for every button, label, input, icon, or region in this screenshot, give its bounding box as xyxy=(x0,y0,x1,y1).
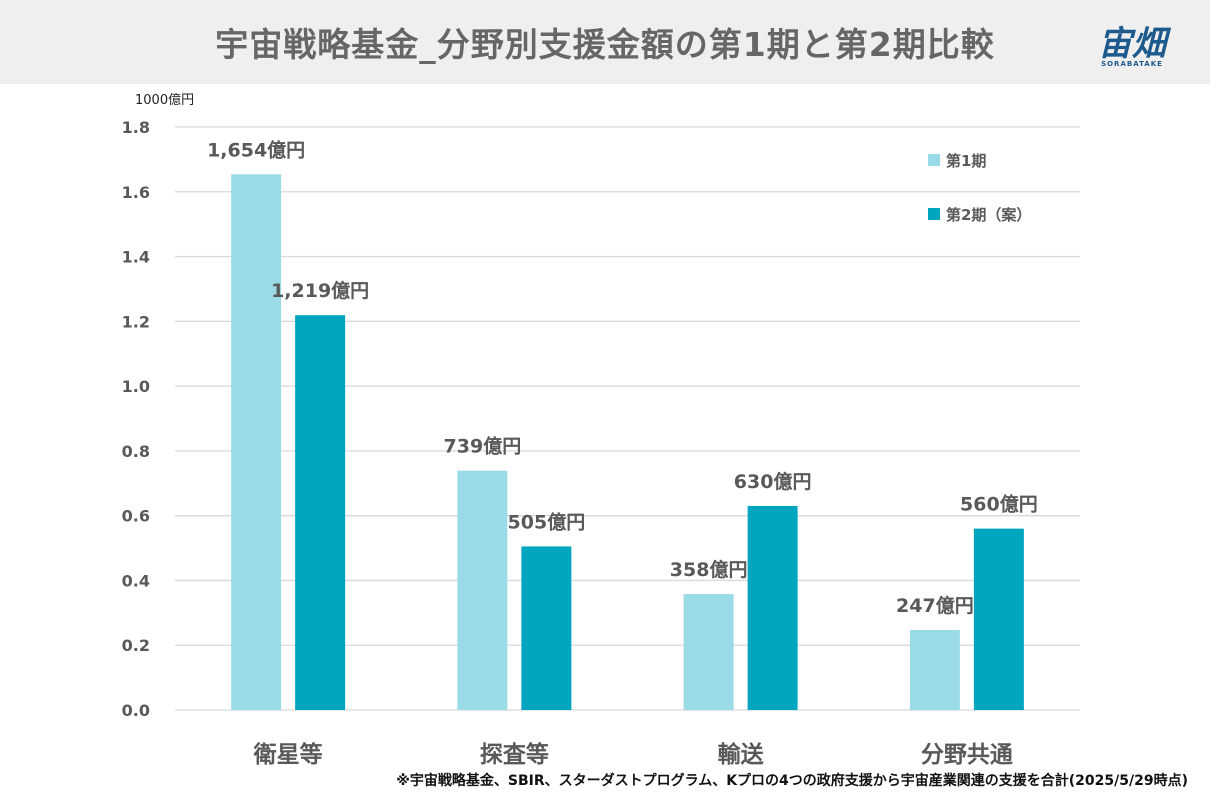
y-tick-label: 1.2 xyxy=(122,312,150,331)
legend-label: 第1期 xyxy=(946,152,986,170)
footnote: ※宇宙戦略基金、SBIR、スターダストプログラム、Kプロの4つの政府支援から宇宙… xyxy=(396,773,1188,789)
data-label: 247億円 xyxy=(896,594,974,617)
x-category-label: 輸送 xyxy=(718,741,764,768)
y-tick-label: 1.6 xyxy=(122,183,150,202)
page-title: 宇宙戦略基金_分野別支援金額の第1期と第2期比較 xyxy=(215,25,995,64)
x-category-label: 衛星等 xyxy=(253,741,323,768)
y-tick-label: 0.4 xyxy=(122,571,150,590)
bar xyxy=(231,174,282,710)
y-tick-label: 1.8 xyxy=(122,118,150,137)
data-label: 560億円 xyxy=(960,493,1038,516)
data-label: 1,654億円 xyxy=(207,138,305,161)
bar xyxy=(747,505,798,710)
bar xyxy=(973,528,1024,710)
legend-swatch xyxy=(928,208,940,220)
y-axis-unit-label: 1000億円 xyxy=(135,93,195,108)
bar xyxy=(521,546,572,710)
x-category-label: 分野共通 xyxy=(921,742,1013,768)
legend-label: 第2期（案） xyxy=(946,206,1031,224)
data-label: 630億円 xyxy=(734,470,812,493)
y-tick-label: 1.4 xyxy=(122,248,150,267)
header-bar xyxy=(0,0,1210,84)
bar xyxy=(683,594,734,710)
legend-swatch xyxy=(928,154,940,166)
data-label: 1,219億円 xyxy=(271,279,369,302)
data-label: 739億円 xyxy=(444,435,522,458)
logo-text: 宙畑 xyxy=(1098,24,1166,64)
bar xyxy=(457,470,508,710)
y-tick-label: 0.8 xyxy=(122,442,150,461)
y-tick-label: 0.2 xyxy=(122,636,150,655)
y-tick-label: 1.0 xyxy=(122,377,150,396)
data-label: 358億円 xyxy=(670,558,748,581)
bar xyxy=(295,315,346,710)
logo-subtext: SORABATAKE xyxy=(1101,60,1163,68)
sorabatake-logo: 宙畑 SORABATAKE xyxy=(1092,16,1172,72)
x-category-label: 探査等 xyxy=(480,741,549,768)
data-label: 505億円 xyxy=(508,510,586,533)
y-tick-label: 0.0 xyxy=(122,701,150,720)
bar xyxy=(909,629,960,710)
y-tick-label: 0.6 xyxy=(122,507,150,526)
